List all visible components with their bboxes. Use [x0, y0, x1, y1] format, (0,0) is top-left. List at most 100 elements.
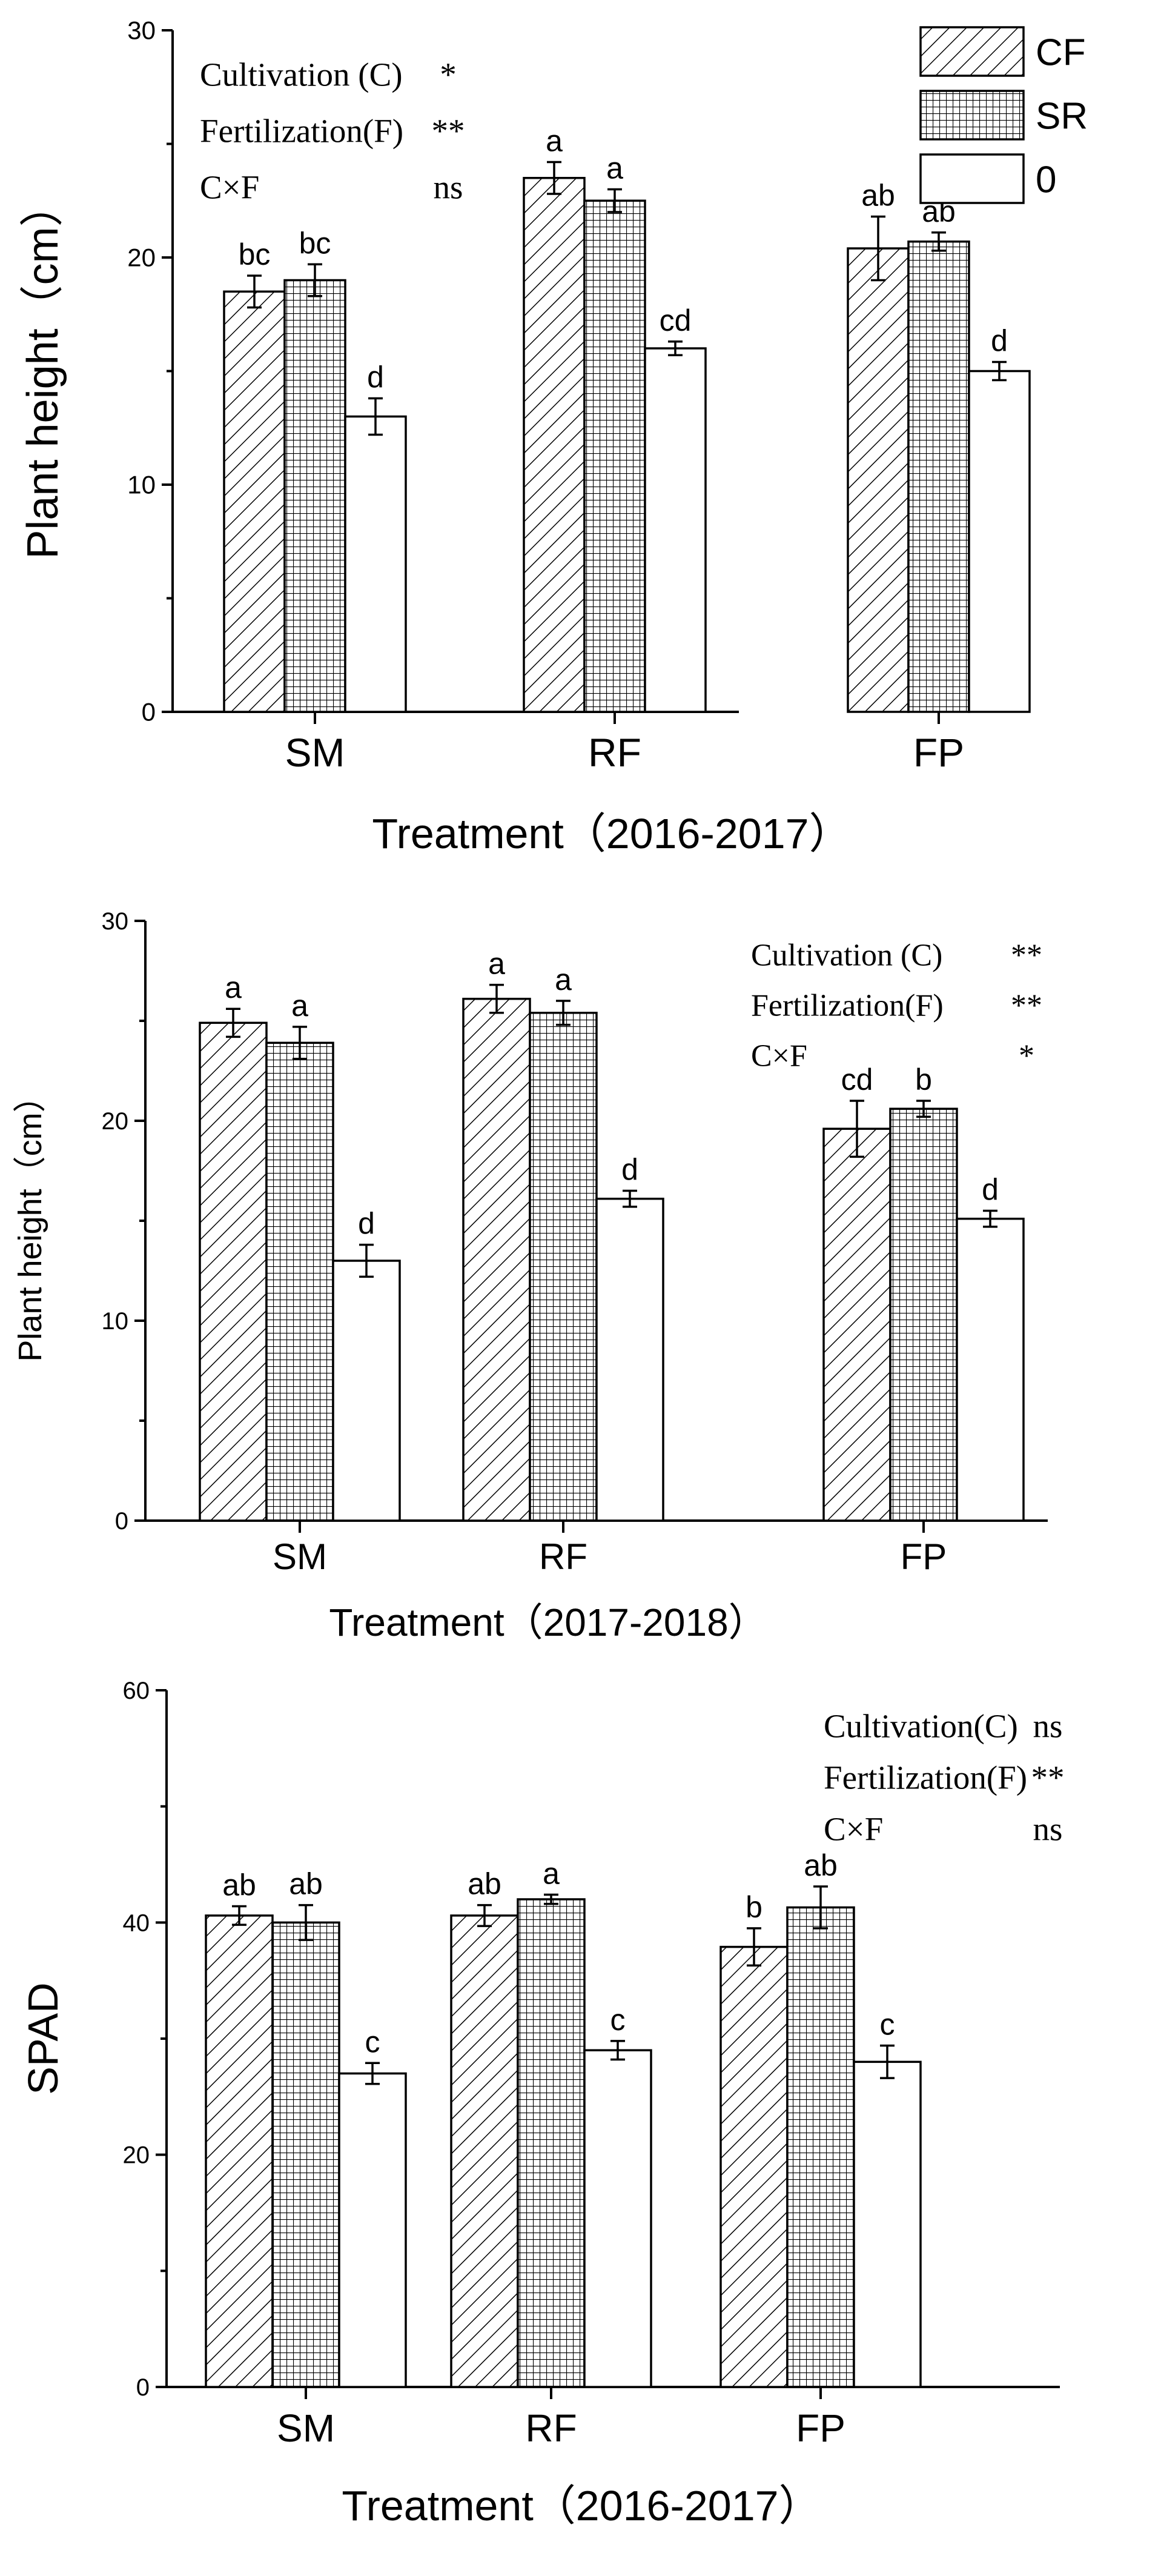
bar-sr-rf	[583, 199, 646, 713]
y-tick-label: 20	[102, 1108, 129, 1135]
x-axis-label: Treatment（2016-2017）	[372, 810, 851, 857]
significance-letter: a	[225, 971, 242, 1004]
error-bar	[299, 1904, 313, 1941]
bar-sr-rf	[529, 1012, 598, 1522]
significance-letter: c	[365, 2025, 380, 2059]
anova-significance: ns	[1033, 1811, 1063, 1848]
significance-letter: a	[543, 1856, 560, 1890]
significance-letter: ab	[289, 1867, 323, 1901]
y-tick-label: 10	[102, 1308, 129, 1335]
y-axis-label: SPAD	[19, 1982, 67, 2094]
error-bar	[489, 983, 504, 1014]
error-bar	[226, 1007, 240, 1038]
legend: CF SR 0	[919, 26, 1088, 204]
bar-cf-fp	[719, 1945, 789, 2388]
error-bar	[992, 360, 1007, 382]
significance-letter: ab	[804, 1848, 838, 1882]
error-bar	[607, 188, 622, 213]
anova-label: Cultivation(C)	[824, 1708, 1018, 1745]
y-tick-label: 10	[127, 471, 156, 499]
y-tick-label: 40	[123, 1910, 150, 1936]
x-tick-label-sm: SM	[277, 2406, 335, 2450]
bar-cf-sm	[199, 1021, 268, 1522]
significance-letter: d	[621, 1153, 638, 1187]
anova-significance: **	[1031, 1759, 1065, 1796]
significance-letter: a	[488, 947, 505, 981]
significance-letter: a	[546, 124, 563, 158]
error-bar	[983, 1209, 997, 1228]
bar-0-fp	[956, 1217, 1025, 1522]
significance-letter: bc	[239, 237, 271, 271]
error-bar	[247, 274, 262, 309]
y-tick-label: 60	[123, 1678, 150, 1704]
bar-cf-fp	[847, 247, 910, 713]
x-axis-label: Treatment（2016-2017）	[342, 2482, 821, 2529]
x-tick-label-fp: FP	[901, 1536, 947, 1577]
error-bar	[610, 2040, 625, 2061]
anova-label: Fertilization(F)	[751, 989, 944, 1023]
y-tick-label: 0	[115, 1508, 128, 1535]
error-bar	[232, 1905, 246, 1926]
anova-significance: *	[440, 56, 457, 93]
y-tick-label: 20	[127, 244, 156, 272]
significance-letter: c	[880, 2008, 895, 2042]
x-axis-label: Treatment（2017-2018）	[329, 1601, 767, 1644]
bar-sr-rf	[517, 1898, 586, 2388]
significance-letter: b	[746, 1890, 762, 1924]
bar-sr-sm	[271, 1921, 340, 2388]
y-tick-label: 0	[142, 698, 156, 726]
significance-letter: d	[991, 324, 1008, 358]
significance-letter: ab	[861, 179, 895, 213]
error-bar	[623, 1189, 637, 1208]
error-bar	[871, 215, 885, 282]
bar-0-rf	[595, 1197, 664, 1522]
significance-letter: d	[367, 360, 384, 394]
bar-0-rf	[644, 347, 707, 713]
anova-label: C×F	[824, 1811, 883, 1848]
x-tick-label-rf: RF	[588, 730, 641, 775]
error-bar	[547, 161, 561, 195]
anova-label: C×F	[751, 1039, 807, 1074]
anova-label: Fertilization(F)	[824, 1759, 1027, 1796]
error-bar	[850, 1100, 864, 1158]
anova-significance: ns	[1033, 1708, 1063, 1745]
y-axis-label: Plant height（cm）	[12, 1080, 48, 1361]
significance-letter: cd	[660, 304, 692, 337]
significance-letter: cd	[841, 1063, 873, 1097]
significance-letter: b	[915, 1063, 932, 1097]
legend-swatch-cf	[919, 26, 1025, 77]
x-tick-label-rf: RF	[539, 1536, 587, 1577]
bar-cf-rf	[450, 1914, 519, 2388]
anova-label: Fertilization(F)	[200, 113, 403, 150]
legend-label: SR	[1036, 95, 1088, 137]
anova-significance: ns	[434, 169, 463, 206]
bar-0-rf	[583, 2049, 652, 2388]
y-tick-label: 0	[136, 2374, 150, 2401]
error-bar	[916, 1100, 931, 1118]
bar-0-sm	[338, 2072, 407, 2388]
error-bar	[477, 1904, 492, 1927]
error-bar	[556, 1000, 571, 1026]
error-bar	[931, 231, 946, 252]
bar-0-sm	[332, 1260, 401, 1522]
bar-sr-sm	[283, 279, 346, 713]
bar-0-sm	[344, 415, 407, 713]
bar-cf-fp	[822, 1127, 891, 1522]
error-bar	[365, 2062, 380, 2085]
anova-label: C×F	[200, 169, 259, 206]
legend-swatch-0	[919, 153, 1025, 204]
error-bar	[747, 1927, 761, 1967]
bar-sr-fp	[889, 1107, 958, 1522]
anova-label: Cultivation (C)	[751, 938, 942, 973]
significance-letter: a	[291, 989, 308, 1023]
significance-letter: bc	[299, 226, 331, 260]
bar-cf-sm	[205, 1914, 274, 2388]
x-tick-label-sm: SM	[285, 730, 345, 775]
error-bar	[813, 1885, 828, 1930]
significance-letter: d	[982, 1173, 999, 1207]
y-tick-label: 20	[123, 2142, 150, 2169]
legend-label: 0	[1036, 159, 1056, 201]
